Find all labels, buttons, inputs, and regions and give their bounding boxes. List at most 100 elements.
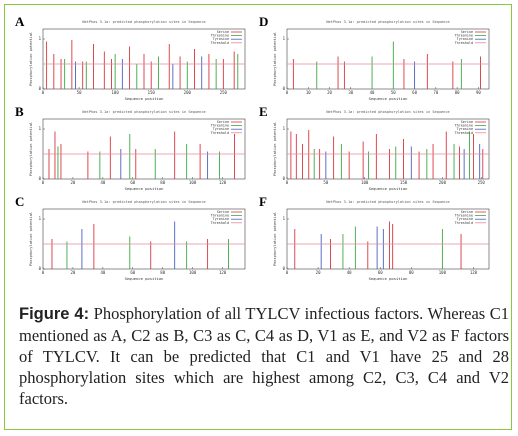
legend-label: Threshold xyxy=(211,221,229,225)
x-tick-label: 100 xyxy=(361,180,369,185)
x-tick-label: 40 xyxy=(370,90,375,95)
y-axis-label: Phosphorylation potential xyxy=(273,122,277,176)
x-tick-label: 150 xyxy=(148,90,156,95)
chart-title: NetPhos 3.1a: predicted phosphorylation … xyxy=(82,110,205,114)
x-tick-label: 20 xyxy=(71,270,76,275)
legend-label: Threshold xyxy=(455,41,473,45)
plot-frame xyxy=(42,208,246,270)
chart-panel: D NetPhos 3.1a: predicted phosphorylation… xyxy=(259,14,490,101)
chart-panel: B NetPhos 3.1a: predicted phosphorylation… xyxy=(15,104,246,191)
y-axis-label: Phosphorylation potential xyxy=(29,122,33,176)
x-tick-label: 70 xyxy=(433,90,438,95)
chart-title: NetPhos 3.1a: predicted phosphorylation … xyxy=(326,20,449,24)
x-tick-label: 150 xyxy=(400,180,408,185)
legend-label: Threonine xyxy=(211,214,229,218)
y-tick-label: 0 xyxy=(39,266,42,271)
x-tick-label: 200 xyxy=(439,180,447,185)
y-tick-label: 1 xyxy=(283,126,286,131)
chart-panel: F NetPhos 3.1a: predicted phosphorylation… xyxy=(259,194,490,281)
plot-frame xyxy=(42,118,246,180)
x-tick-label: 40 xyxy=(100,270,105,275)
y-tick-label: 1 xyxy=(283,216,286,221)
x-tick-label: 100 xyxy=(189,180,197,185)
x-tick-label: 80 xyxy=(160,180,165,185)
x-tick-label: 100 xyxy=(439,270,447,275)
x-tick-label: 40 xyxy=(347,270,352,275)
x-tick-label: 60 xyxy=(130,180,135,185)
x-tick-label: 50 xyxy=(77,90,82,95)
legend-label: Threonine xyxy=(455,34,473,38)
chart-panel: A NetPhos 3.1a: predicted phosphorylation… xyxy=(15,14,246,101)
legend-label: Tyrosine xyxy=(457,127,473,131)
y-axis-label: Phosphorylation potential xyxy=(273,212,277,266)
x-tick-label: 0 xyxy=(42,180,45,185)
y-tick-label: 1 xyxy=(39,126,42,131)
x-tick-label: 50 xyxy=(323,180,328,185)
legend-label: Serine xyxy=(217,30,229,34)
x-tick-label: 30 xyxy=(348,90,353,95)
chart-title: NetPhos 3.1a: predicted phosphorylation … xyxy=(82,200,205,204)
panel-label: B xyxy=(15,104,24,119)
x-tick-label: 10 xyxy=(306,90,311,95)
legend-label: Tyrosine xyxy=(213,127,229,131)
x-tick-label: 20 xyxy=(327,90,332,95)
chart-panel: E NetPhos 3.1a: predicted phosphorylation… xyxy=(259,104,490,191)
x-tick-label: 120 xyxy=(219,180,227,185)
y-tick-label: 0 xyxy=(39,86,42,91)
x-axis-label: Sequence position xyxy=(125,186,164,191)
legend-label: Threshold xyxy=(211,131,229,135)
figure: A NetPhos 3.1a: predicted phosphorylation… xyxy=(4,4,512,430)
legend-label: Tyrosine xyxy=(457,37,473,41)
panel-label: E xyxy=(259,104,268,119)
x-tick-label: 250 xyxy=(478,180,486,185)
x-tick-label: 40 xyxy=(100,180,105,185)
x-tick-label: 60 xyxy=(130,270,135,275)
legend-label: Threonine xyxy=(211,34,229,38)
plot-frame xyxy=(286,28,490,90)
y-tick-label: 0 xyxy=(283,176,286,181)
chart-title: NetPhos 3.1a: predicted phosphorylation … xyxy=(326,200,449,204)
legend-label: Tyrosine xyxy=(213,217,229,221)
x-tick-label: 0 xyxy=(286,270,289,275)
caption: Figure 4: Phosphorylation of all TYLCV i… xyxy=(19,303,509,409)
x-tick-label: 60 xyxy=(378,270,383,275)
legend-label: Tyrosine xyxy=(213,37,229,41)
chart-panel: C NetPhos 3.1a: predicted phosphorylation… xyxy=(15,194,246,281)
legend-label: Serine xyxy=(217,120,229,124)
x-tick-label: 20 xyxy=(71,180,76,185)
legend-label: Serine xyxy=(461,120,473,124)
y-tick-label: 0 xyxy=(283,266,286,271)
x-axis-label: Sequence position xyxy=(369,96,408,101)
legend-label: Serine xyxy=(461,210,473,214)
x-tick-label: 200 xyxy=(184,90,192,95)
y-tick-label: 1 xyxy=(283,36,286,41)
y-axis-label: Phosphorylation potential xyxy=(29,212,33,266)
figure-panels: A NetPhos 3.1a: predicted phosphorylation… xyxy=(15,14,490,281)
panel-label: F xyxy=(259,194,267,209)
x-tick-label: 0 xyxy=(42,270,45,275)
x-tick-label: 80 xyxy=(455,90,460,95)
y-tick-label: 1 xyxy=(39,36,42,41)
panel-label: C xyxy=(15,194,24,209)
x-axis-label: Sequence position xyxy=(125,276,164,281)
panel-label: D xyxy=(259,14,268,29)
caption-label: Figure 4: xyxy=(19,305,90,323)
x-tick-label: 60 xyxy=(412,90,417,95)
legend-label: Serine xyxy=(461,30,473,34)
x-tick-label: 80 xyxy=(409,270,414,275)
chart-title: NetPhos 3.1a: predicted phosphorylation … xyxy=(326,110,449,114)
y-axis-label: Phosphorylation potential xyxy=(273,32,277,86)
y-tick-label: 0 xyxy=(39,176,42,181)
x-tick-label: 100 xyxy=(112,90,120,95)
x-tick-label: 250 xyxy=(220,90,228,95)
x-tick-label: 0 xyxy=(286,90,289,95)
panel-label: A xyxy=(15,14,25,29)
x-tick-label: 0 xyxy=(286,180,289,185)
x-tick-label: 0 xyxy=(42,90,45,95)
legend-label: Threshold xyxy=(455,131,473,135)
y-axis-label: Phosphorylation potential xyxy=(29,32,33,86)
legend-label: Threonine xyxy=(455,214,473,218)
x-axis-label: Sequence position xyxy=(125,96,164,101)
x-tick-label: 20 xyxy=(316,270,321,275)
plot-frame xyxy=(286,118,490,180)
